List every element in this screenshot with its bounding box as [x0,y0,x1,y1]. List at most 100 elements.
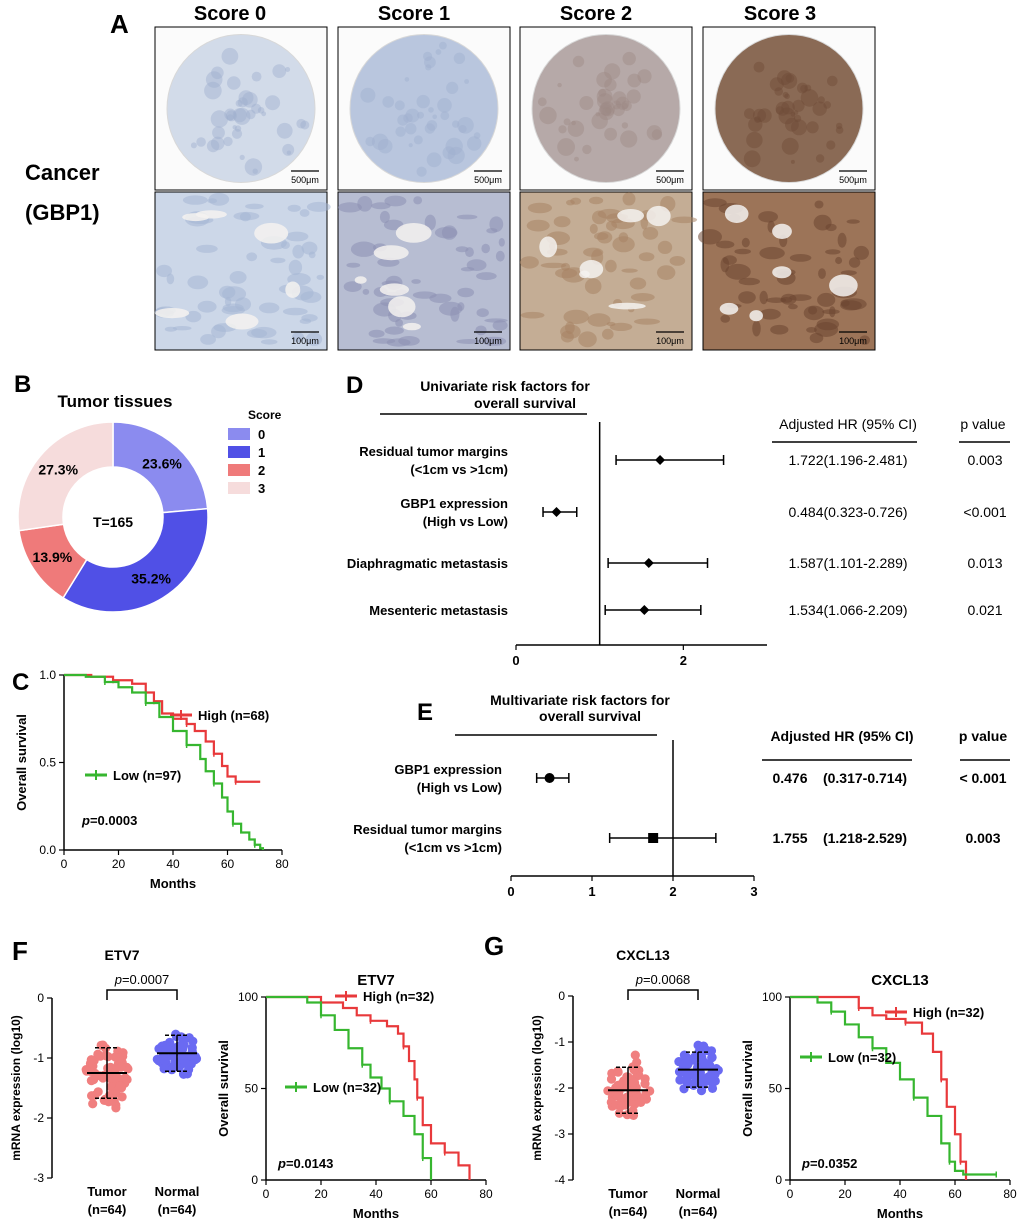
x-tick-label: 60 [424,1187,438,1201]
zoom-texture [720,314,730,323]
x-tick-label: 0 [61,857,68,871]
significance-bracket [106,989,178,1000]
zoom-texture [299,209,310,217]
zoom-texture [156,264,173,278]
tissue-texture [196,137,206,147]
tissue-texture [591,112,608,130]
panel-b-letter: B [14,371,31,398]
zoom-texture [738,277,760,286]
zoom-texture [540,262,567,269]
tissue-texture [800,89,819,107]
p-value-number: =0.0003 [90,813,137,828]
zoom-texture [621,268,638,273]
zoom-texture [350,241,377,257]
tissue-texture [212,126,225,140]
tissue-texture [251,103,262,114]
tissue-texture [232,125,237,130]
p-value-number: =0.0352 [810,1156,857,1171]
stroma-space [379,283,409,296]
data-point [607,1086,617,1097]
data-point [123,1064,133,1074]
data-point [161,1044,171,1054]
panel-d: D Univariate risk factors for overall su… [346,372,1010,668]
tissue-texture [464,79,469,84]
legend-label-0: High (n=68) [198,708,269,723]
data-point [706,1076,716,1086]
data-point [681,1076,691,1086]
plot-title: CXCL13 [871,972,929,989]
panel-c: C 0 20 40 60 80 0.0 0.5 1.0 Months Overall surviv… [12,668,289,891]
tissue-texture [227,76,241,90]
tissue-texture [646,125,662,141]
zoom-texture [305,332,323,346]
legend-label-1: Low (n=97) [113,768,181,783]
donut-slice-1 [62,507,209,613]
km-plot-cxcl13: 0 20 40 60 80 0 50 100 Months Overall survival CXC… [740,972,1017,1221]
p-value: < 0.001 [959,770,1006,786]
stroma-space [617,209,644,223]
zoom-texture [741,237,750,248]
zoom-texture [752,320,761,337]
tissue-texture [210,136,225,151]
forest-x-tick-label: 0 [507,884,514,899]
tma-core-0 [166,34,316,183]
data-point [640,1079,650,1089]
data-point [88,1099,98,1109]
tissue-texture [621,122,629,129]
stroma-space [254,222,289,244]
tissue-texture [563,118,571,126]
donut-label-1: 35.2% [131,571,171,587]
tissue-texture [744,108,755,119]
zoom-texture [299,318,312,324]
p-value-number: =0.0143 [286,1156,333,1171]
row-label: Mesenteric metastasis [369,603,508,618]
zoom-texture [489,216,504,232]
y-tick-label: 100 [238,990,258,1004]
panel-f: F ETV7 0 -1 -2 -3 mRNA expression (log10) Tumo… [9,936,493,1221]
hr-ci: (0.317-0.714) [823,770,907,786]
km-curve-low [790,995,997,1176]
zoom-texture [817,292,836,307]
hr-value: 1.722(1.196-2.481) [788,452,907,468]
zoom-texture [563,309,589,325]
x-tick-label: 60 [948,1187,962,1201]
x-axis-label: Months [353,1206,399,1221]
y-axis-label: Overall survival [14,714,29,811]
zoom-texture [166,273,175,285]
zoom-texture [337,202,362,213]
y-tick-label: 50 [769,1082,783,1096]
tissue-texture [190,142,197,149]
zoom-texture [716,240,735,249]
zoom-texture [597,231,613,244]
donut-legend: 0 1 2 3 [228,427,265,496]
zoom-texture [233,211,260,221]
zoom-texture [481,336,507,346]
hr-value: 1.534(1.066-2.209) [788,602,907,618]
tissue-texture [221,47,239,65]
data-point [82,1066,92,1076]
forest-x-tick-label: 2 [669,884,676,899]
zoom-texture [553,216,571,228]
tissue-texture [210,110,229,128]
panel-g: G CXCL13 0 -1 -2 -3 -4 mRNA expression (log10)… [484,931,1017,1221]
tissue-texture [452,120,460,128]
category-label: Normal [676,1186,721,1201]
tissue-texture [242,92,258,108]
tissue-texture [235,99,243,107]
donut-label-3: 27.3% [38,462,78,478]
forest-x-tick-label: 0 [512,653,519,668]
zoom-texture [282,307,308,316]
zoom-texture [476,272,497,281]
y-tick-label: 0 [251,1173,258,1187]
tissue-texture [426,152,442,168]
km-plot-c: 0 20 40 60 80 0.0 0.5 1.0 Months Overall survival… [14,668,289,891]
tissue-texture [446,81,459,94]
stroma-space [749,310,763,322]
zoom-texture [475,325,487,336]
tissue-texture [637,69,652,84]
tissue-texture [836,122,843,130]
tissue-texture [620,130,638,148]
micrograph-grid: 500μm 100μm 500μm 100μm 500μm 100μm 500μm 100μm [154,26,876,351]
x-tick-label: 20 [314,1187,328,1201]
zoom-texture [434,227,458,239]
